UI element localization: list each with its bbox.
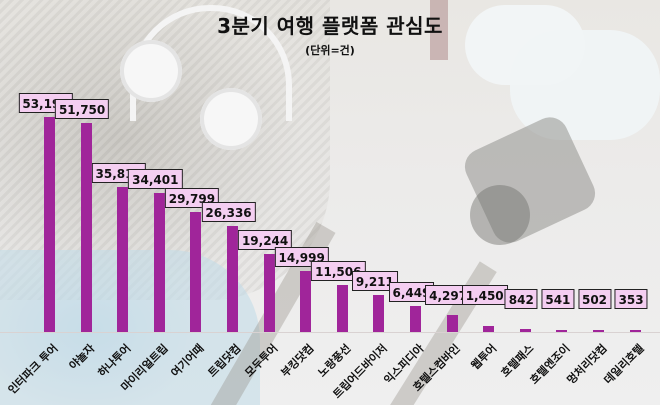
value-label: 6,449: [388, 282, 435, 302]
bar: [593, 330, 604, 332]
value-label: 502: [577, 289, 612, 309]
value-label: 11,506: [311, 261, 366, 281]
x-tick-label: 웹투어: [468, 341, 500, 373]
bar: [410, 306, 421, 332]
bar: [556, 330, 568, 332]
bar: [190, 212, 202, 332]
x-tick-label: 부킹닷컴: [278, 341, 317, 380]
bar: [153, 193, 165, 332]
chart-title: 3분기 여행 플랫폼 관심도: [217, 14, 443, 38]
bar: [44, 117, 55, 332]
x-tick-label: 여기어때: [169, 341, 207, 380]
bar: [80, 123, 92, 332]
value-label: 541: [541, 289, 575, 309]
value-label: 34,401: [128, 169, 183, 189]
x-tick-label: 야놀자: [66, 341, 98, 373]
camera-icon: [459, 111, 601, 249]
value-label: 842: [504, 289, 538, 309]
value-label: 9,211: [351, 271, 398, 291]
value-label: 19,244: [237, 230, 293, 250]
camera-lens-icon: [470, 185, 530, 245]
bar: [263, 254, 275, 332]
value-label: 1,450: [461, 285, 508, 305]
x-axis-baseline: [0, 332, 660, 333]
bar: [446, 315, 458, 332]
bar: [336, 285, 348, 332]
value-label: 51,750: [54, 99, 110, 119]
x-tick-label: 트립닷컴: [205, 341, 244, 380]
bar: [629, 330, 641, 332]
bar: [227, 226, 238, 332]
x-tick-label: 모두투어: [242, 341, 281, 380]
bar: [300, 271, 312, 332]
bar: [483, 326, 495, 332]
bar: [373, 295, 385, 332]
value-label: 353: [614, 289, 648, 309]
bar: [519, 329, 531, 332]
value-label: 4,297: [425, 285, 472, 305]
chart-subtitle: (단위=건): [305, 44, 355, 57]
x-tick-label: 인터파크 투어: [5, 341, 61, 397]
value-label: 26,336: [201, 202, 256, 222]
headphone-icon: [200, 88, 262, 150]
bar: [117, 187, 129, 332]
